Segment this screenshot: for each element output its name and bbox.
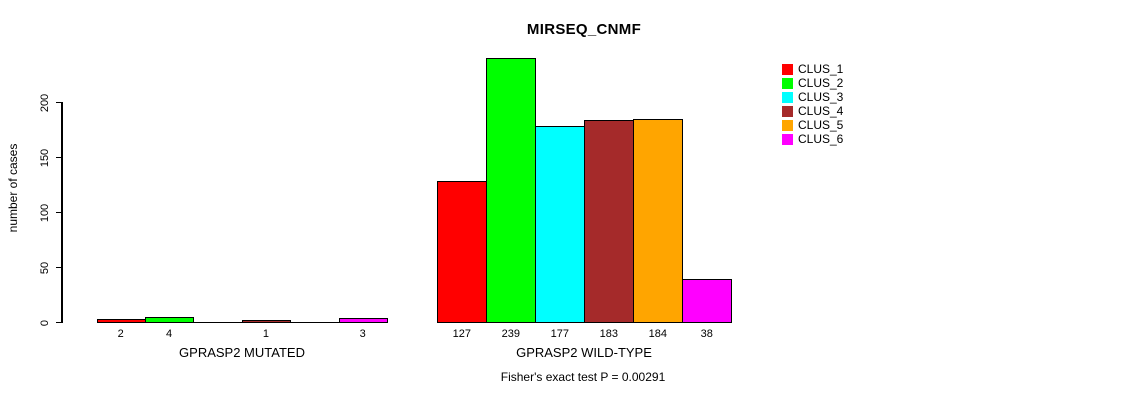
bar-value-label: 38	[700, 328, 713, 340]
legend-swatch-clus-2	[782, 77, 793, 89]
legend-swatch-clus-3	[782, 91, 793, 103]
y-tick-mark	[55, 156, 62, 159]
y-tick-label: 200	[39, 93, 51, 112]
bar-value-label: 1	[262, 328, 269, 340]
legend-swatch-clus-6	[782, 133, 793, 145]
bar-clus-3-zero	[193, 321, 243, 323]
legend-label: CLUS_2	[798, 76, 844, 90]
y-tick-label: 150	[39, 148, 51, 167]
y-tick-label: 0	[39, 319, 51, 326]
bar-value-label: 177	[550, 328, 569, 340]
legend-swatch-clus-5	[782, 119, 793, 131]
bar-clus-1	[96, 319, 146, 323]
bar-value-label: 3	[359, 328, 366, 340]
bar-clus-6	[682, 279, 733, 323]
bar-clus-1	[437, 181, 488, 323]
y-tick-mark	[55, 101, 62, 104]
chart-title: MIRSEQ_CNMF	[526, 21, 642, 38]
legend-label: CLUS_5	[798, 118, 844, 132]
fisher-test-annotation: Fisher's exact test P = 0.00291	[500, 370, 666, 384]
x-group-label-mutated: GPRASP2 MUTATED	[179, 345, 305, 360]
bar-value-label: 4	[166, 328, 173, 340]
bar-clus-4	[584, 120, 635, 323]
y-tick-label: 100	[39, 203, 51, 222]
bar-clus-2	[144, 317, 195, 323]
bar-clus-2	[486, 58, 537, 323]
y-axis-line	[61, 102, 63, 323]
legend-swatch-clus-4	[782, 105, 793, 117]
legend-item-clus-3: CLUS_3	[782, 90, 843, 104]
legend-item-clus-6: CLUS_6	[782, 132, 843, 146]
legend: CLUS_1 CLUS_2 CLUS_3 CLUS_4 CLUS_5 CLUS_6	[782, 62, 843, 146]
legend-swatch-clus-1	[782, 63, 793, 75]
legend-item-clus-4: CLUS_4	[782, 104, 843, 118]
bar-clus-4	[241, 320, 292, 323]
legend-label: CLUS_3	[798, 90, 844, 104]
bar-value-label: 239	[501, 328, 520, 340]
bar-value-label: 127	[452, 328, 471, 340]
bar-value-label: 183	[599, 328, 618, 340]
legend-item-clus-1: CLUS_1	[782, 62, 843, 76]
legend-item-clus-2: CLUS_2	[782, 76, 843, 90]
bar-clus-5	[633, 119, 684, 323]
y-axis-title: number of cases	[6, 143, 20, 233]
bar-value-label: 184	[648, 328, 667, 340]
legend-label: CLUS_1	[798, 62, 844, 76]
legend-label: CLUS_6	[798, 132, 844, 146]
legend-label: CLUS_4	[798, 104, 844, 118]
bar-clus-6	[338, 318, 388, 323]
legend-item-clus-5: CLUS_5	[782, 118, 843, 132]
y-tick-mark	[55, 321, 62, 324]
bar-clus-5-zero	[290, 321, 340, 323]
y-tick-mark	[55, 266, 62, 269]
y-tick-label: 50	[39, 261, 51, 274]
bar-value-label: 2	[117, 328, 124, 340]
y-tick-mark	[55, 211, 62, 214]
bar-clus-3	[535, 126, 586, 323]
x-group-label-wildtype: GPRASP2 WILD-TYPE	[516, 345, 652, 360]
